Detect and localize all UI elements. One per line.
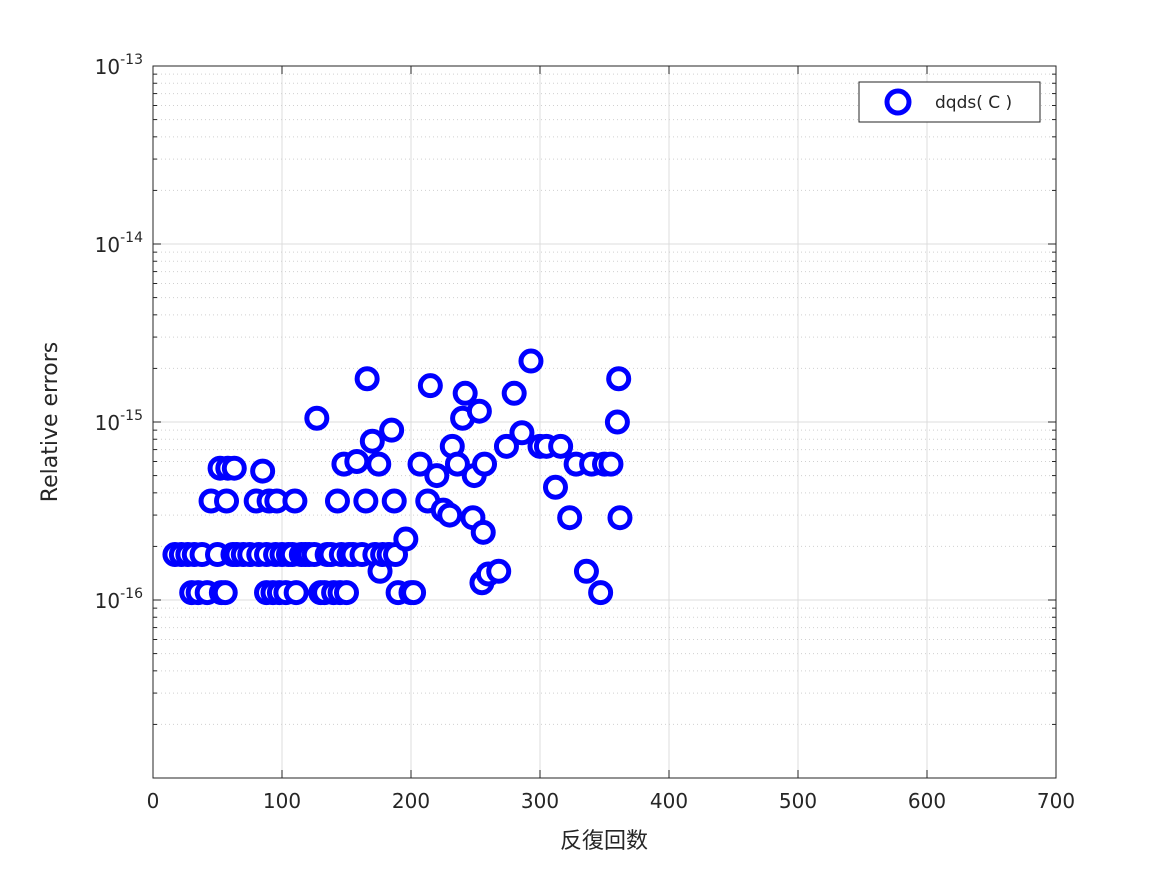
- data-point: [542, 474, 568, 500]
- data-point: [598, 451, 624, 477]
- x-tick-labels: 0 100 200 300 400 500 600 700: [147, 789, 1075, 813]
- y-tick-label: 10-16: [95, 586, 143, 613]
- data-point: [518, 348, 544, 374]
- data-point: [466, 398, 492, 424]
- y-tick-labels: 10-16 10-15 10-14 10-13: [95, 52, 143, 613]
- x-tick-label: 300: [521, 789, 559, 813]
- x-tick-label: 500: [779, 789, 817, 813]
- data-point: [212, 580, 238, 606]
- data-point: [424, 463, 450, 489]
- x-tick-label: 200: [392, 789, 430, 813]
- data-point: [354, 366, 380, 392]
- data-point: [381, 488, 407, 514]
- data-point: [548, 433, 574, 459]
- data-point: [283, 580, 309, 606]
- data-point: [366, 451, 392, 477]
- data-point: [607, 505, 633, 531]
- legend: dqds( C ): [858, 81, 1041, 123]
- data-point: [501, 380, 527, 406]
- legend-label: dqds( C ): [935, 93, 1012, 113]
- data-point: [417, 373, 443, 399]
- data-point: [359, 428, 385, 454]
- x-tick-label: 100: [263, 789, 301, 813]
- tick-marks: [152, 65, 1057, 778]
- x-tick-label: 700: [1037, 789, 1075, 813]
- data-point: [486, 558, 512, 584]
- y-tick-label: 10-13: [95, 52, 143, 79]
- data-point: [221, 455, 247, 481]
- y-tick-label: 10-14: [95, 230, 143, 257]
- x-tick-label: 600: [908, 789, 946, 813]
- data-point: [604, 409, 630, 435]
- data-point: [324, 488, 350, 514]
- grid: [152, 65, 1057, 778]
- data-point: [472, 451, 498, 477]
- y-tick-label: 10-15: [95, 408, 143, 435]
- data-point: [214, 488, 240, 514]
- data-point: [470, 519, 496, 545]
- x-axis-label: 反復回数: [560, 829, 648, 854]
- data-point: [334, 580, 359, 606]
- x-tick-label: 0: [147, 789, 160, 813]
- x-tick-label: 400: [650, 789, 688, 813]
- legend-marker: [884, 88, 912, 116]
- data-point: [393, 526, 419, 552]
- data-point: [353, 488, 379, 514]
- data-point: [493, 433, 519, 459]
- data-point: [344, 448, 370, 474]
- data-point: [557, 505, 583, 531]
- data-point: [452, 380, 478, 406]
- data-point: [588, 580, 614, 606]
- data-point: [444, 451, 470, 477]
- data-point: [379, 417, 405, 443]
- data-point: [401, 580, 427, 606]
- data-point: [304, 405, 330, 431]
- data-point: [606, 366, 632, 392]
- y-axis-label: Relative errors: [38, 342, 63, 502]
- data-point: [250, 458, 276, 484]
- series-points: [162, 348, 633, 606]
- data-point: [573, 558, 599, 584]
- data-point: [437, 502, 463, 528]
- data-point: [509, 420, 535, 446]
- data-point: [407, 451, 433, 477]
- data-point: [282, 488, 308, 514]
